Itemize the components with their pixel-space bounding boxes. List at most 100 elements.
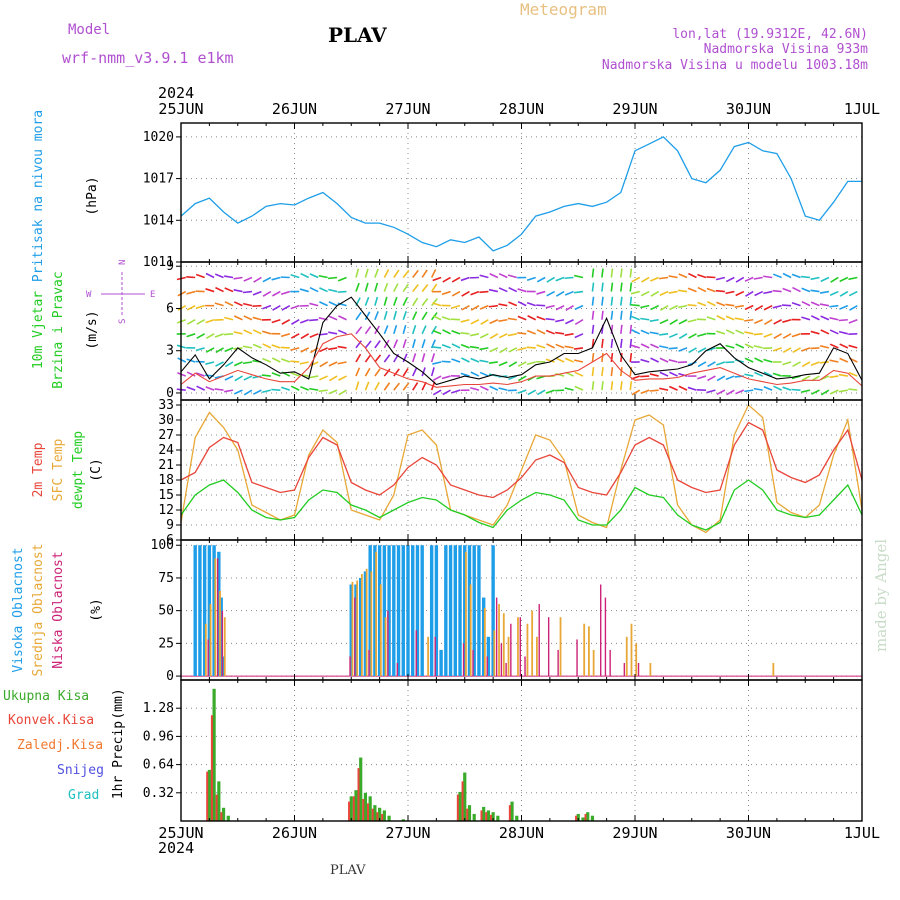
wind-arrow xyxy=(488,288,499,293)
wind-arrow xyxy=(252,304,262,308)
wind-arrow xyxy=(536,315,546,321)
wind-arrow xyxy=(650,304,659,311)
total-precip-bar xyxy=(576,813,580,821)
wind-arrow xyxy=(517,389,527,394)
wind-ylabel-2: Brzina i Pravac xyxy=(51,271,66,388)
wind-arrow xyxy=(271,372,281,377)
wind-arrow xyxy=(555,290,565,297)
wind-arrow xyxy=(744,304,754,311)
wind-arrow xyxy=(355,326,363,335)
wind-arrow xyxy=(517,300,527,307)
y-tick-label: 75 xyxy=(158,571,174,586)
wind-arrow xyxy=(601,338,604,348)
wind-arrow xyxy=(772,273,782,279)
wind-arrow xyxy=(205,347,215,353)
wind-arrow xyxy=(214,273,224,279)
wind-arrow xyxy=(839,357,849,363)
wind-arrow xyxy=(517,361,527,367)
elevation-model-label: Nadmorska Visina u modelu 1003.18m xyxy=(602,58,868,73)
wind-arrow xyxy=(678,304,688,309)
wind-arrow xyxy=(610,268,614,278)
mid-cloud-bar xyxy=(223,617,226,677)
wind-arrow xyxy=(792,361,801,368)
wind-arrow xyxy=(290,347,300,351)
low-cloud-bar xyxy=(216,558,219,677)
wind-arrow xyxy=(432,276,442,282)
high-cloud-bar xyxy=(198,545,202,677)
wind-arrow xyxy=(290,273,300,279)
wind-arrow xyxy=(517,288,527,293)
elevation-label: Nadmorska Visina 933m xyxy=(704,42,869,57)
high-cloud-bar xyxy=(212,545,216,677)
wind-arrow xyxy=(763,304,773,311)
wind-arrow xyxy=(309,302,319,307)
high-cloud-bar xyxy=(373,545,377,677)
wind-arrow xyxy=(479,274,489,279)
wind-arrow xyxy=(659,290,669,296)
wind-arrow xyxy=(830,276,839,283)
wind-arrow xyxy=(281,304,291,311)
wind-arrow xyxy=(431,298,438,307)
frame-layer: 1011101410171020036969121518212427303302… xyxy=(143,100,880,842)
mid-cloud-bar xyxy=(370,571,373,677)
wind-arrow xyxy=(233,331,243,335)
wind-arrow xyxy=(716,315,726,321)
wind-arrow xyxy=(177,304,187,311)
wind-arrow xyxy=(242,345,253,349)
wind-arrow xyxy=(215,361,224,367)
y-tick-label: 27 xyxy=(158,428,174,443)
cloud-ylabel-2: Srednja Oblacnost xyxy=(31,543,46,676)
wind-arrow xyxy=(591,282,595,292)
wind-arrow xyxy=(470,290,480,296)
low-cloud-bar xyxy=(486,656,488,677)
wind-arrow xyxy=(526,329,536,335)
mid-cloud-bar xyxy=(531,610,534,677)
wind-arrow xyxy=(451,343,461,349)
wind-arrow xyxy=(272,290,281,297)
wind-arrow xyxy=(782,272,792,279)
wind-arrow xyxy=(517,315,527,321)
wind-arrow xyxy=(725,329,735,335)
wind-arrow xyxy=(299,361,309,365)
wind-arrow xyxy=(629,296,633,306)
wind-arrow xyxy=(735,276,745,283)
mid-cloud-bar xyxy=(502,613,505,677)
conv-precip-bar xyxy=(362,798,365,821)
wind-arrow xyxy=(574,274,584,279)
wind-arrow xyxy=(610,367,614,377)
high-cloud-bar xyxy=(467,545,472,677)
wind-arrow xyxy=(574,304,584,311)
wind-arrow xyxy=(364,326,372,335)
panel-frame xyxy=(180,679,863,822)
x-date-label-top: 29JUN xyxy=(612,100,657,118)
y-tick-label: 100 xyxy=(151,538,174,553)
wind-arrow xyxy=(234,375,243,382)
wind-arrow xyxy=(196,319,206,325)
wind-arrow xyxy=(281,358,291,363)
wind-arrow xyxy=(819,361,829,364)
wind-arrow xyxy=(555,372,565,377)
mid-cloud-bar xyxy=(635,643,638,677)
total-precip-bar xyxy=(515,815,519,821)
wind-arrow xyxy=(205,318,215,324)
wind-arrow xyxy=(773,319,782,325)
conv-precip-bar xyxy=(371,808,374,821)
high-cloud-bar xyxy=(359,577,363,677)
mid-cloud-bar xyxy=(483,608,486,677)
wind-arrow xyxy=(374,340,381,349)
wind-arrow xyxy=(355,367,361,377)
wind-arrow xyxy=(421,269,428,278)
wind-arrow xyxy=(489,333,499,340)
low-cloud-bar xyxy=(472,649,474,677)
wind-arrow xyxy=(518,375,527,382)
total-precip-bar xyxy=(401,819,405,821)
wind-arrow xyxy=(574,385,584,391)
wind-arrow xyxy=(820,276,830,283)
wind-arrow xyxy=(801,300,811,307)
wind-arrow xyxy=(328,288,338,293)
wind-arrow xyxy=(508,301,518,307)
wind-arrow xyxy=(508,286,518,293)
x-date-label-bottom: 26JUN xyxy=(272,824,317,842)
wind-arrow xyxy=(355,340,362,349)
high-cloud-bar xyxy=(453,545,457,677)
